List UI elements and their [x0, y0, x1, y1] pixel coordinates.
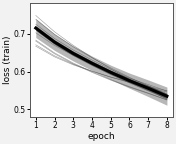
Y-axis label: loss (train): loss (train) — [4, 36, 12, 85]
X-axis label: epoch: epoch — [87, 131, 115, 141]
